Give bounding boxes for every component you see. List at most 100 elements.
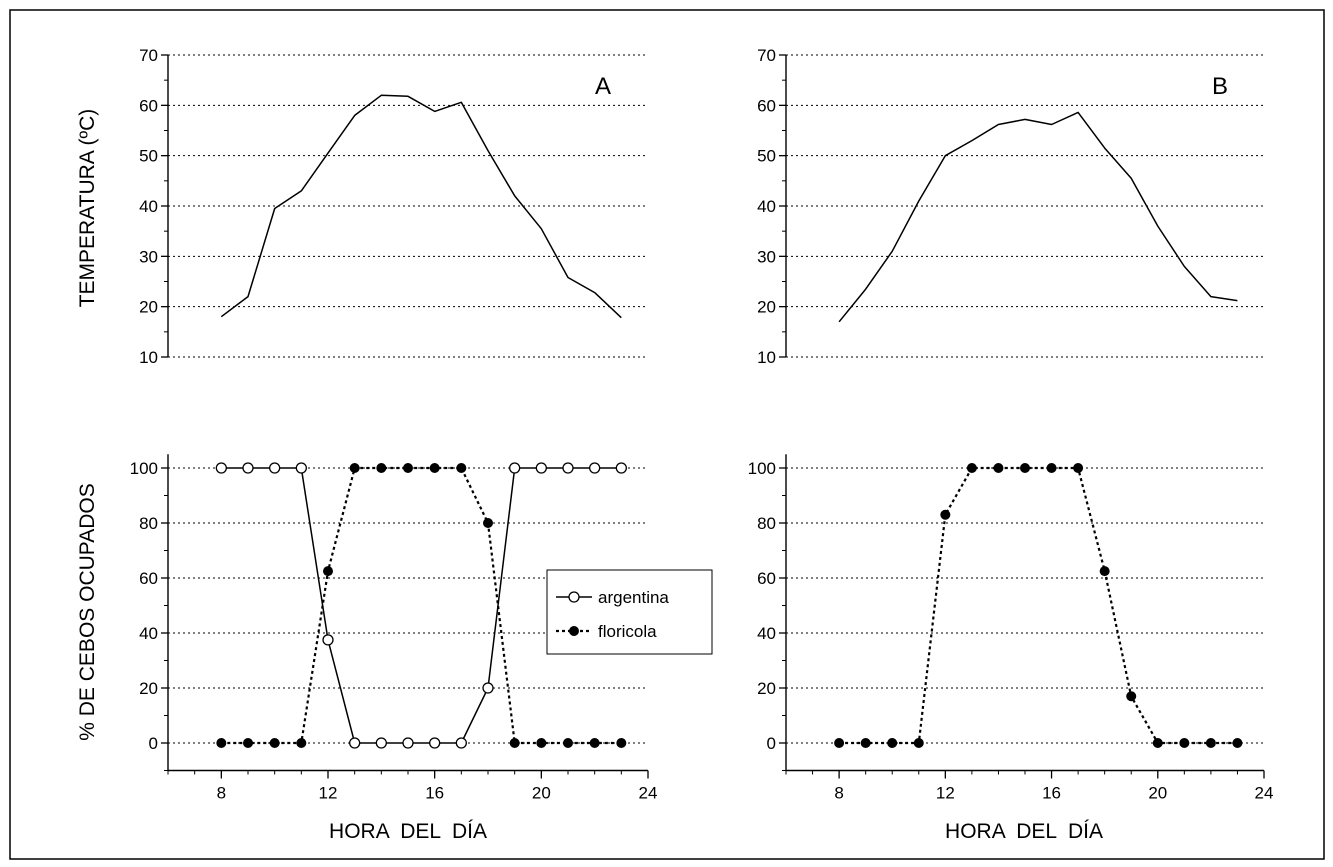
series-0-point xyxy=(1046,463,1057,473)
argentina-point xyxy=(322,634,334,646)
series-0-point xyxy=(966,463,977,473)
series-0-line xyxy=(220,94,622,319)
argentina-point xyxy=(349,737,361,749)
axes: 10 20 30 40 50 60 70 xyxy=(139,46,169,367)
grid-lines xyxy=(168,54,648,358)
argentina-point xyxy=(269,462,281,474)
y-tick-label: 20 xyxy=(139,298,158,317)
x-axis-title: HORA DEL DÍA xyxy=(329,820,487,843)
axes: 0 20 40 60 80 100 8 12 16 20 24 xyxy=(748,454,1274,803)
series-0-point xyxy=(834,738,845,748)
panel-label: A xyxy=(595,73,611,100)
series-0-point xyxy=(887,738,898,748)
x-tick-label: 12 xyxy=(936,784,955,803)
series-0-point xyxy=(1232,738,1243,748)
argentina-point xyxy=(375,737,387,749)
y-tick-label: 60 xyxy=(757,569,776,588)
series-0-line xyxy=(839,466,1238,745)
legend-floricola-marker xyxy=(569,626,579,636)
y-axis-title: % DE CEBOS OCUPADOS xyxy=(76,483,99,741)
argentina-point xyxy=(429,737,441,749)
floricola-point xyxy=(509,738,520,748)
floricola-point xyxy=(243,738,253,748)
floricola-point xyxy=(616,738,627,748)
argentina-point xyxy=(509,462,521,474)
panel-a-baits: 0 20 40 60 80 100 8 12 16 20 24 % DE CEBOS OCUPADO… xyxy=(76,454,713,843)
argentina-point xyxy=(242,462,254,474)
series-0-point xyxy=(1205,738,1216,748)
argentina-point xyxy=(295,462,307,474)
x-axis-title: HORA DEL DÍA xyxy=(945,820,1103,843)
floricola-point xyxy=(323,566,333,577)
argentina-line xyxy=(221,467,622,744)
x-tick-label: 8 xyxy=(834,784,843,803)
argentina-point xyxy=(615,462,627,474)
legend-argentina-marker xyxy=(568,591,580,603)
y-axis-title: TEMPERATURA (ºC) xyxy=(76,109,99,308)
floricola-point xyxy=(376,463,387,473)
panel-b-baits: 0 20 40 60 80 100 8 12 16 20 24 HORA DEL DÍA xyxy=(748,454,1274,843)
y-tick-label: 40 xyxy=(139,197,158,216)
x-tick-label: 16 xyxy=(1042,784,1061,803)
floricola-point xyxy=(269,738,280,748)
y-tick-label: 40 xyxy=(757,197,776,216)
axes: 10 20 30 40 50 60 70 xyxy=(757,46,787,367)
y-tick-label: 100 xyxy=(130,459,158,478)
y-tick-label: 20 xyxy=(757,298,776,317)
y-tick-label: 60 xyxy=(139,569,158,588)
y-tick-label: 100 xyxy=(748,459,776,478)
x-tick-label: 12 xyxy=(319,784,338,803)
y-tick-label: 80 xyxy=(757,514,776,533)
series-0-point xyxy=(1099,566,1110,577)
floricola-point xyxy=(403,463,413,473)
panel-a-temperature: 10 20 30 40 50 60 70 TEMPERATURA (ºC) A xyxy=(76,46,648,367)
x-tick-label: 20 xyxy=(1148,784,1167,803)
y-tick-label: 30 xyxy=(139,247,158,266)
floricola-point xyxy=(563,738,573,748)
series-0-point xyxy=(913,738,924,748)
x-tick-label: 16 xyxy=(425,784,444,803)
series-0-line xyxy=(838,111,1238,323)
y-tick-label: 50 xyxy=(757,147,776,166)
floricola-point xyxy=(216,738,227,748)
y-tick-label: 40 xyxy=(757,624,776,643)
argentina-point xyxy=(535,462,547,474)
series-0-point xyxy=(993,463,1004,473)
series-0-point xyxy=(1126,691,1137,702)
floricola-point xyxy=(349,463,360,473)
floricola-point xyxy=(589,738,600,748)
series-0-point xyxy=(1020,463,1030,473)
argentina-point xyxy=(482,682,494,694)
panel-label: B xyxy=(1212,73,1228,100)
y-tick-label: 40 xyxy=(139,624,158,643)
legend-argentina-label: argentina xyxy=(598,588,669,607)
series-0-point xyxy=(1179,738,1190,748)
y-tick-label: 50 xyxy=(139,147,158,166)
axes: 0 20 40 60 80 100 8 12 16 20 24 xyxy=(130,454,658,803)
series-0-point xyxy=(940,509,951,520)
y-tick-label: 80 xyxy=(139,514,158,533)
series-0-point xyxy=(1073,463,1084,473)
legend-floricola-label: floricola xyxy=(598,622,657,641)
floricola-point xyxy=(429,463,440,473)
series-marks xyxy=(220,94,622,319)
y-tick-label: 30 xyxy=(757,247,776,266)
x-tick-label: 24 xyxy=(639,784,658,803)
series-0-point xyxy=(860,738,871,748)
x-tick-label: 24 xyxy=(1255,784,1274,803)
floricola-point xyxy=(536,738,547,748)
x-tick-label: 20 xyxy=(532,784,551,803)
floricola-point xyxy=(296,738,307,748)
y-tick-label: 10 xyxy=(757,348,776,367)
floricola-line xyxy=(221,466,622,745)
y-tick-label: 70 xyxy=(139,46,158,65)
argentina-point xyxy=(562,462,574,474)
series-marks xyxy=(838,111,1238,323)
y-tick-label: 70 xyxy=(757,46,776,65)
panel-b-temperature: 10 20 30 40 50 60 70 B xyxy=(757,46,1264,367)
argentina-point xyxy=(215,462,227,474)
floricola-point xyxy=(483,518,493,528)
y-tick-label: 0 xyxy=(149,734,158,753)
y-tick-label: 20 xyxy=(139,679,158,698)
